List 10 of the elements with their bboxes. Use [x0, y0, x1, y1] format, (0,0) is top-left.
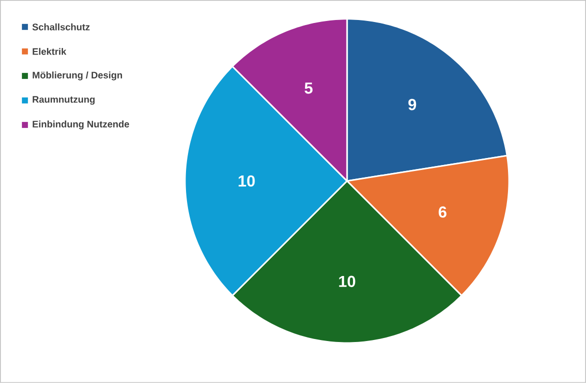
data-label: 5: [304, 82, 313, 94]
data-label: 10: [339, 276, 356, 288]
data-label: 9: [408, 98, 416, 110]
data-label: 10: [238, 175, 255, 187]
legend-label: Einbindung Nutzende: [32, 120, 130, 130]
data-label: 6: [438, 206, 446, 218]
legend-label: Raumnutzung: [32, 96, 95, 105]
legend-label: Möblierung / Design: [32, 72, 122, 80]
legend-label: Elektrik: [32, 48, 66, 55]
legend-label: Schallschutz: [32, 23, 90, 30]
